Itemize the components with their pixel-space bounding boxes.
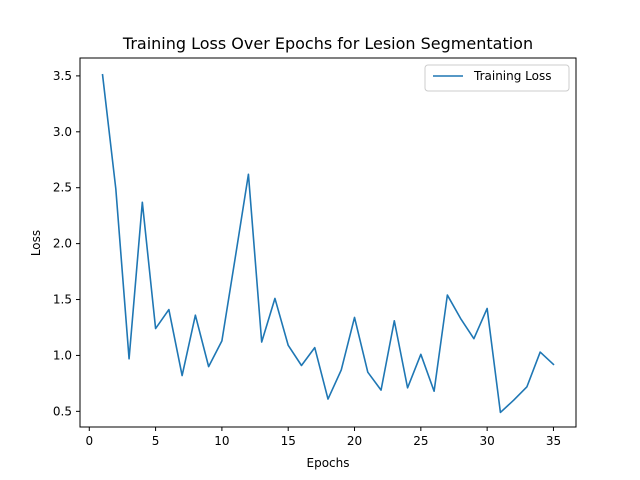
y-tick-label: 0.5 — [53, 404, 72, 418]
x-tick-label: 0 — [85, 434, 93, 448]
chart-title: Training Loss Over Epochs for Lesion Seg… — [122, 34, 533, 53]
y-axis-label: Loss — [29, 230, 43, 256]
x-tick-label: 10 — [214, 434, 229, 448]
y-tick-label: 1.0 — [53, 348, 72, 362]
x-tick-label: 20 — [347, 434, 362, 448]
legend-box — [424, 64, 570, 92]
y-tick-label: 3.0 — [53, 125, 72, 139]
x-tick-label: 30 — [480, 434, 495, 448]
plot-area — [101, 73, 555, 414]
series-line-training-loss — [101, 73, 555, 414]
x-tick-label: 35 — [546, 434, 561, 448]
x-tick-label: 15 — [281, 434, 296, 448]
x-axis: 0 5 10 15 20 25 30 35 — [85, 427, 561, 448]
axes-frame — [79, 57, 577, 428]
y-tick-label: 3.5 — [53, 69, 72, 83]
legend: Training Loss — [424, 64, 570, 92]
y-axis: 0.5 1.0 1.5 2.0 2.5 3.0 3.5 — [53, 69, 80, 418]
y-tick-label: 2.5 — [53, 181, 72, 195]
x-tick-label: 25 — [413, 434, 428, 448]
x-axis-label: Epochs — [307, 456, 350, 470]
x-tick-label: 5 — [152, 434, 160, 448]
y-tick-label: 1.5 — [53, 293, 72, 307]
y-tick-label: 2.0 — [53, 237, 72, 251]
legend-label-training-loss: Training Loss — [473, 69, 551, 83]
